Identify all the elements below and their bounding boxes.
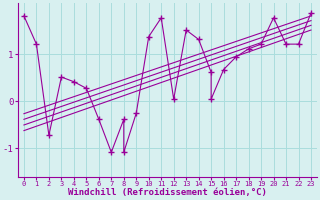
X-axis label: Windchill (Refroidissement éolien,°C): Windchill (Refroidissement éolien,°C) (68, 188, 267, 197)
